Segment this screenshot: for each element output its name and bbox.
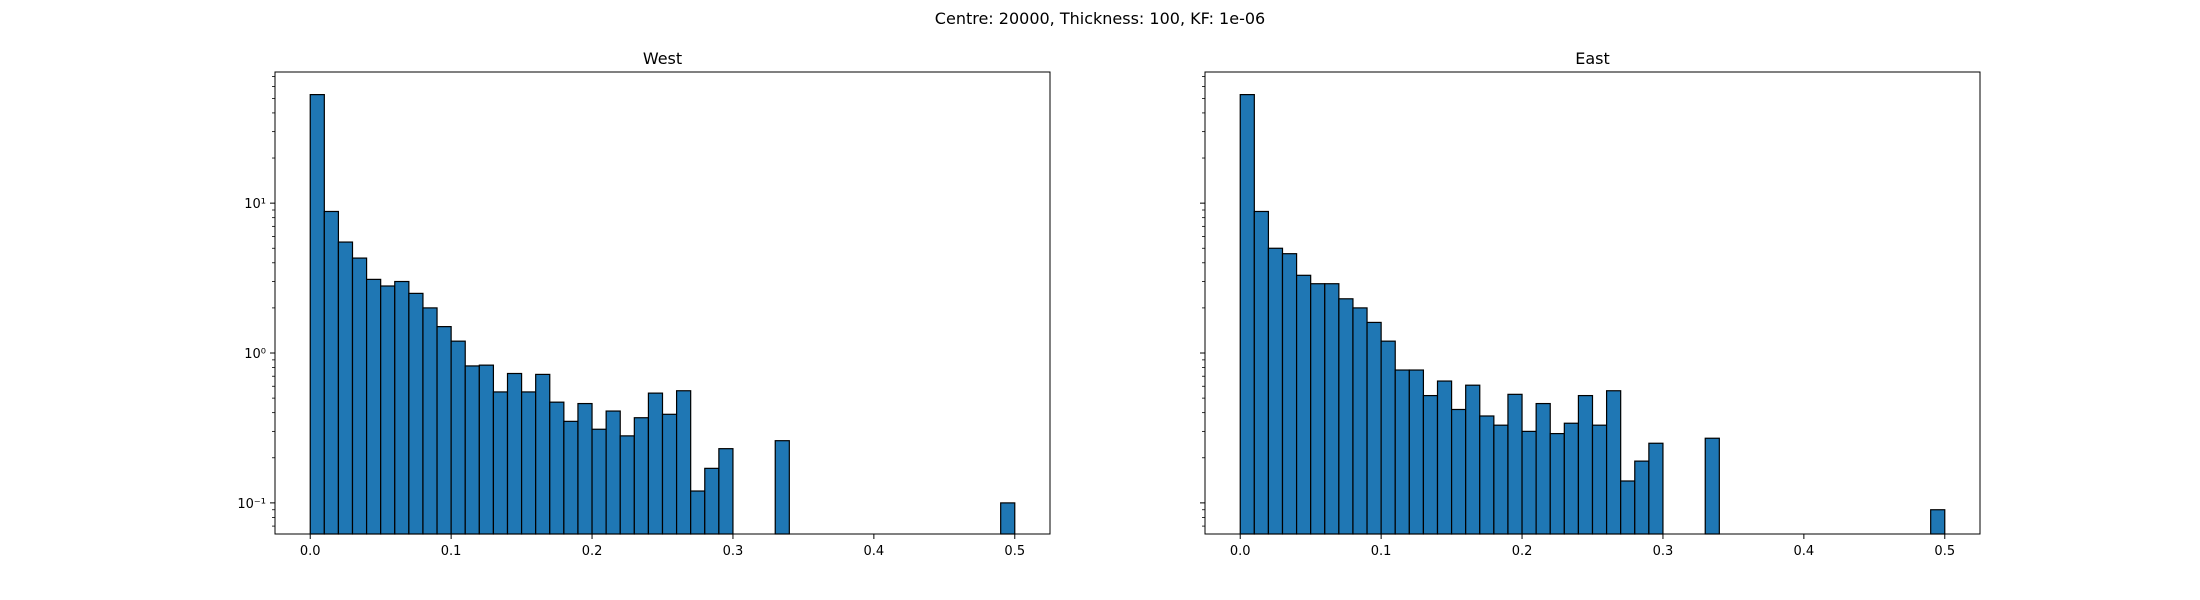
axes-title: East <box>1575 49 1610 68</box>
histogram-bar <box>1253 210 1270 535</box>
histogram-bar <box>1281 253 1298 535</box>
histogram-bar <box>1535 402 1551 535</box>
x-tick-label: 0.5 <box>1934 544 1955 559</box>
axes-west: West 0.0 0.1 0.2 0.3 0.4 0.5 10⁻¹ 10⁰ 10¹ <box>237 49 1051 559</box>
histogram-bar <box>577 402 593 535</box>
histogram-bar <box>535 373 551 535</box>
histogram-bar <box>1310 283 1326 535</box>
x-tick-label: 0.2 <box>1512 544 1533 559</box>
x-tick-label: 0.0 <box>300 544 321 559</box>
histogram-bar <box>591 428 607 535</box>
x-tick-label: 0.1 <box>1371 544 1392 559</box>
histogram-bar <box>690 490 706 535</box>
axes-title: West <box>643 49 682 68</box>
histogram-bar <box>1563 422 1580 535</box>
histogram-bar <box>1549 432 1565 535</box>
histogram-bar <box>633 417 650 535</box>
x-tick-label: 0.4 <box>864 544 885 559</box>
axes-layer: West 0.0 0.1 0.2 0.3 0.4 0.5 10⁻¹ 10⁰ 10¹ East 0.0 0… <box>237 49 1981 559</box>
histogram-bar <box>1704 437 1720 535</box>
x-tick-label: 0.3 <box>723 544 744 559</box>
y-tick-label: 10⁰ <box>244 347 266 362</box>
histogram-bar <box>718 448 734 535</box>
histogram-bar <box>1267 247 1284 535</box>
histogram-bar <box>1591 424 1608 535</box>
histogram-bar <box>619 435 635 535</box>
x-tick-label: 0.3 <box>1653 544 1674 559</box>
histogram-bar <box>478 364 495 535</box>
histogram-bar <box>774 440 790 535</box>
histogram-bar <box>1436 380 1453 535</box>
histogram-bar <box>380 285 396 535</box>
histogram-bar <box>365 278 382 535</box>
histogram-bar <box>422 307 438 535</box>
histogram-bar <box>1930 509 1946 535</box>
histogram-bar <box>436 326 452 535</box>
histogram-bar <box>1366 321 1382 535</box>
histogram-bar <box>704 467 720 535</box>
histogram-bar <box>549 401 565 535</box>
plot-frame <box>274 71 1051 535</box>
histogram-bar <box>520 391 537 535</box>
histogram-bar <box>675 390 692 535</box>
histogram-bar <box>351 257 368 535</box>
histogram-bar <box>506 372 523 535</box>
histogram-bar <box>1620 480 1636 535</box>
y-tick-label: 10⁻¹ <box>237 497 266 512</box>
histogram-bar <box>1338 298 1354 535</box>
histogram-bar <box>1634 460 1650 535</box>
histogram-bar <box>1577 394 1594 535</box>
histogram-bar <box>1295 274 1312 535</box>
x-tick-label: 0.1 <box>441 544 462 559</box>
x-tick-label: 0.4 <box>1794 544 1815 559</box>
histogram-bar <box>1380 340 1396 535</box>
x-tick-label: 0.5 <box>1004 544 1025 559</box>
histogram-bar <box>309 93 325 535</box>
histogram-bar <box>1450 408 1467 535</box>
figure-suptitle: Centre: 20000, Thickness: 100, KF: 1e-06 <box>935 9 1265 28</box>
histogram-bar <box>337 241 354 535</box>
histogram-bar <box>464 365 480 535</box>
x-tick-label: 0.0 <box>1230 544 1251 559</box>
histogram-bar <box>1648 442 1664 535</box>
y-tick-label: 10¹ <box>244 197 266 212</box>
histogram-bar <box>450 340 466 535</box>
histogram-bar <box>394 280 410 535</box>
histogram-bar <box>661 413 678 535</box>
histogram-bar <box>1239 93 1255 535</box>
histogram-bar <box>1352 307 1368 535</box>
histogram-bar <box>605 410 621 535</box>
histogram-bar <box>492 391 509 535</box>
histogram-bar <box>1507 393 1523 535</box>
histogram-bar <box>1605 390 1622 535</box>
histogram-bar <box>1479 415 1495 535</box>
plot-frame <box>1204 71 1981 535</box>
histogram-bar <box>323 210 340 535</box>
histogram-bar <box>1394 369 1410 535</box>
histogram-bar <box>1493 424 1509 535</box>
histogram-bar <box>1422 394 1439 535</box>
histogram-bar <box>1521 430 1537 535</box>
histogram-bar <box>563 420 579 535</box>
histogram-bar <box>1408 369 1425 535</box>
axes-east: East 0.0 0.1 0.2 0.3 0.4 0.5 <box>1200 49 1981 559</box>
histogram-bar <box>647 392 664 535</box>
histogram-bar <box>408 292 424 535</box>
x-tick-label: 0.2 <box>582 544 603 559</box>
histogram-bar <box>1324 283 1340 535</box>
histogram-bar <box>1465 384 1481 535</box>
histogram-bar <box>1000 502 1016 535</box>
